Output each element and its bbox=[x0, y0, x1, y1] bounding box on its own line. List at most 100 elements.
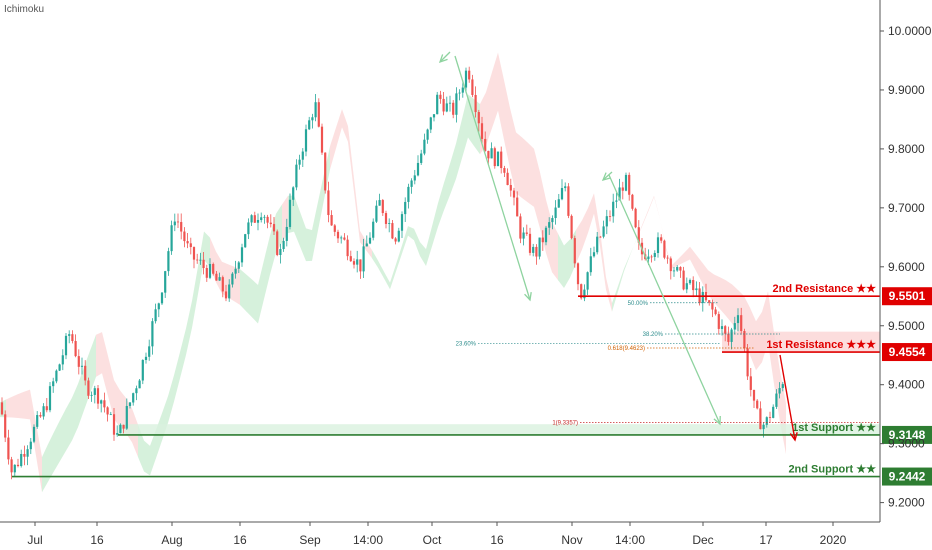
candle-body bbox=[720, 326, 724, 329]
cloud-segment bbox=[726, 280, 732, 324]
candle-body bbox=[429, 117, 432, 130]
candle-body bbox=[263, 216, 266, 218]
candle bbox=[250, 214, 253, 227]
x-tick-label: 2020 bbox=[820, 533, 847, 547]
y-tick-label: 10.0000 bbox=[888, 24, 932, 38]
candle bbox=[535, 244, 538, 265]
candle-body bbox=[740, 315, 743, 331]
candle-body bbox=[58, 364, 61, 371]
candle-body bbox=[388, 223, 391, 224]
cloud-segment bbox=[390, 264, 396, 290]
candle-body bbox=[0, 402, 4, 415]
candle bbox=[464, 67, 468, 94]
candle-body bbox=[16, 464, 20, 467]
candle-body bbox=[106, 407, 109, 415]
candle bbox=[663, 239, 666, 260]
candle bbox=[237, 260, 240, 274]
candle-body bbox=[535, 246, 538, 257]
candle-body bbox=[461, 87, 464, 93]
candle-body bbox=[112, 414, 116, 435]
candle bbox=[637, 220, 640, 250]
candle bbox=[672, 266, 676, 277]
candle bbox=[125, 398, 128, 430]
fib-3: 0.618(9.4623) bbox=[608, 346, 755, 352]
candle-body bbox=[103, 400, 106, 408]
arrow-peak-mark bbox=[438, 51, 451, 64]
candle-body bbox=[756, 400, 759, 409]
candle bbox=[685, 277, 688, 294]
candle bbox=[682, 266, 685, 291]
x-tick-label: 16 bbox=[90, 533, 104, 547]
candle bbox=[29, 437, 32, 455]
candle-body bbox=[32, 426, 36, 442]
candle-body bbox=[352, 261, 356, 265]
candle-body bbox=[71, 334, 74, 342]
candle-body bbox=[554, 207, 557, 219]
candle-body bbox=[256, 219, 260, 223]
candle-body bbox=[301, 151, 304, 160]
candle-body bbox=[506, 172, 509, 186]
candle-body bbox=[336, 231, 340, 239]
candle bbox=[317, 98, 320, 128]
candle bbox=[541, 230, 544, 251]
candle-body bbox=[455, 93, 458, 115]
candle-body bbox=[141, 359, 144, 381]
candle-body bbox=[730, 329, 733, 342]
candle-body bbox=[589, 256, 592, 273]
y-tick-label: 9.9000 bbox=[888, 83, 925, 97]
cloud-segment bbox=[396, 245, 402, 272]
candle-body bbox=[330, 215, 333, 226]
candle bbox=[103, 392, 106, 413]
candle bbox=[170, 220, 173, 255]
candle-body bbox=[503, 168, 506, 173]
candle-body bbox=[199, 259, 202, 261]
candle-body bbox=[240, 247, 244, 263]
candle-body bbox=[244, 234, 247, 248]
cloud-segment bbox=[546, 199, 552, 273]
candle bbox=[327, 181, 330, 223]
cloud-segment bbox=[306, 228, 312, 262]
candle bbox=[756, 399, 759, 410]
candle-body bbox=[87, 380, 90, 396]
candle bbox=[234, 260, 237, 279]
candle bbox=[500, 146, 503, 174]
candle-body bbox=[746, 348, 749, 377]
cloud-segment bbox=[294, 195, 300, 247]
cloud-segment bbox=[618, 268, 624, 292]
candle bbox=[336, 229, 340, 243]
candle bbox=[692, 276, 695, 298]
candle-body bbox=[634, 208, 637, 228]
candle bbox=[679, 266, 682, 278]
candle-body bbox=[749, 376, 752, 390]
candle bbox=[720, 319, 724, 336]
candle bbox=[580, 283, 583, 300]
candle-body bbox=[125, 405, 128, 429]
level-1: 1st Resistance ★★★ 9.4554 bbox=[722, 339, 932, 362]
arrow-peak-mark-2-head bbox=[601, 172, 611, 181]
candle-body bbox=[84, 365, 87, 381]
candle bbox=[727, 326, 730, 346]
candle-body bbox=[493, 148, 496, 167]
cloud-segment bbox=[708, 270, 714, 303]
arrow-peak-mark-2-shaft bbox=[602, 171, 613, 181]
candle bbox=[138, 379, 141, 389]
cloud-segment bbox=[300, 211, 306, 262]
candle bbox=[602, 220, 605, 239]
candle bbox=[676, 265, 679, 272]
candle bbox=[87, 377, 90, 399]
candle bbox=[701, 286, 704, 312]
candle bbox=[436, 91, 439, 115]
cloud-segment bbox=[672, 259, 678, 269]
candle bbox=[560, 179, 564, 201]
candle-body bbox=[189, 243, 192, 248]
cloud-segment bbox=[414, 228, 420, 257]
cloud-segment bbox=[648, 195, 654, 213]
candle bbox=[407, 183, 410, 209]
candle-body bbox=[343, 237, 346, 240]
candle bbox=[391, 219, 394, 240]
cloud-segment bbox=[210, 237, 216, 283]
candle bbox=[551, 215, 554, 230]
candle bbox=[359, 259, 362, 279]
candle-body bbox=[36, 415, 39, 427]
candle bbox=[346, 235, 349, 261]
